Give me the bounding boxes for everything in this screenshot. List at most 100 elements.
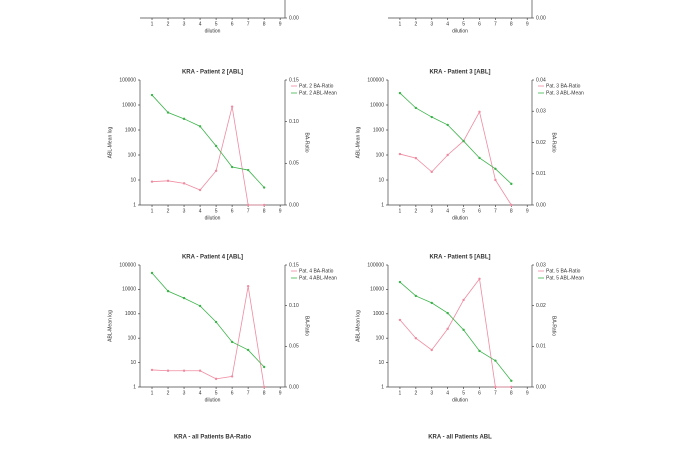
point — [198, 125, 202, 128]
x-tick-label: 1 — [399, 21, 402, 27]
y-tick-label: 100000 — [119, 77, 136, 83]
point — [230, 105, 234, 108]
point — [510, 385, 513, 389]
x-tick-label: 7 — [494, 21, 497, 27]
series-line — [151, 272, 265, 368]
series-line — [399, 110, 512, 206]
y-tick-label: 100 — [376, 336, 385, 342]
point — [510, 182, 513, 186]
y2-axis-label: BA-Ratio — [551, 132, 557, 152]
y2-axis-label: BA-Ratio — [304, 316, 310, 336]
x-axis-label: dilution — [205, 215, 221, 221]
point — [398, 91, 402, 95]
x-tick-label: 1 — [151, 208, 154, 214]
y2-tick-label: 0.15 — [289, 262, 299, 268]
x-tick-label: 9 — [279, 21, 282, 27]
x-tick-label: 9 — [526, 208, 529, 214]
point — [462, 139, 465, 143]
y-tick-label: 100 — [376, 152, 385, 158]
chart-title: KRA - Patient 2 [ABL] — [182, 70, 243, 76]
y-tick-label: 1 — [381, 384, 384, 390]
point — [510, 379, 513, 382]
series-line — [151, 106, 265, 206]
chart-title: KRA - Patient 3 [ABL] — [429, 70, 490, 76]
point — [414, 156, 418, 160]
point — [414, 337, 418, 340]
y2-tick-label: 0.02 — [536, 140, 546, 146]
point — [478, 349, 481, 353]
x-tick-label: 7 — [247, 390, 250, 396]
point — [446, 311, 449, 315]
y-tick-label: 100000 — [119, 262, 136, 268]
y-tick-label: 10 — [378, 177, 384, 183]
x-tick-label: 6 — [231, 390, 234, 396]
point — [478, 156, 481, 160]
point — [478, 277, 481, 281]
x-tick-label: 5 — [462, 390, 465, 396]
y-tick-label: 1000 — [373, 127, 384, 133]
x-tick-label: 3 — [183, 21, 186, 27]
point — [198, 369, 202, 372]
x-tick-label: 3 — [183, 390, 186, 396]
y-tick-label: 10 — [378, 360, 384, 366]
point — [150, 180, 154, 183]
y2-tick-label: 0.10 — [289, 303, 299, 309]
x-tick-label: 5 — [462, 21, 465, 27]
x-tick-label: 1 — [399, 390, 402, 396]
point — [214, 169, 218, 173]
x-tick-label: 3 — [430, 208, 433, 214]
x-tick-label: 1 — [151, 21, 154, 27]
point — [166, 289, 170, 293]
point — [246, 168, 250, 172]
y-tick-label: 10 — [130, 360, 136, 366]
x-axis-label: dilution — [452, 28, 468, 34]
y-axis-label: ABL-Mean log — [355, 310, 361, 342]
x-tick-label: 4 — [199, 208, 202, 214]
point — [182, 369, 186, 372]
legend-label: Pat. 5 ABL-Mean — [546, 275, 584, 281]
y2-tick-label: 0.04 — [536, 77, 546, 83]
y-tick-label: 1 — [381, 202, 384, 208]
legend-label: Pat. 5 BA-Ratio — [546, 268, 581, 274]
x-axis-label: dilution — [205, 28, 221, 34]
x-tick-label: 4 — [199, 21, 202, 27]
legend-label: Pat. 2 ABL-Mean — [299, 90, 337, 96]
point — [262, 385, 266, 389]
x-tick-label: 9 — [279, 390, 282, 396]
x-tick-label: 7 — [494, 390, 497, 396]
x-tick-label: 2 — [167, 390, 170, 396]
y-tick-label: 100000 — [367, 77, 384, 83]
x-tick-label: 1 — [399, 208, 402, 214]
x-tick-label: 7 — [247, 208, 250, 214]
point — [494, 178, 497, 182]
x-tick-label: 2 — [414, 21, 417, 27]
legend-label: Pat. 2 BA-Ratio — [299, 83, 334, 89]
x-tick-label: 2 — [167, 21, 170, 27]
x-tick-label: 9 — [526, 390, 529, 396]
y-axis-label: ABL-Mean log — [107, 310, 113, 342]
point — [230, 165, 234, 169]
x-tick-label: 8 — [263, 390, 266, 396]
x-tick-label: 8 — [510, 208, 513, 214]
y-tick-label: 1000 — [373, 311, 384, 317]
point — [478, 110, 481, 114]
x-tick-label: 6 — [478, 390, 481, 396]
x-tick-label: 2 — [414, 390, 417, 396]
x-tick-label: 5 — [215, 390, 218, 396]
y-tick-label: 100 — [128, 152, 137, 158]
x-tick-label: 7 — [247, 21, 250, 27]
x-tick-label: 9 — [279, 208, 282, 214]
y-tick-label: 10 — [130, 177, 136, 183]
y-tick-label: 10000 — [370, 287, 384, 293]
point — [246, 348, 250, 352]
point — [494, 359, 497, 362]
legend-label: Pat. 3 BA-Ratio — [546, 83, 581, 89]
point — [494, 385, 497, 389]
y2-tick-label: 0.15 — [289, 77, 299, 83]
x-tick-label: 8 — [510, 390, 513, 396]
point — [398, 152, 402, 156]
y-tick-label: 1 — [133, 384, 136, 390]
point — [510, 203, 513, 207]
x-tick-label: 5 — [215, 208, 218, 214]
